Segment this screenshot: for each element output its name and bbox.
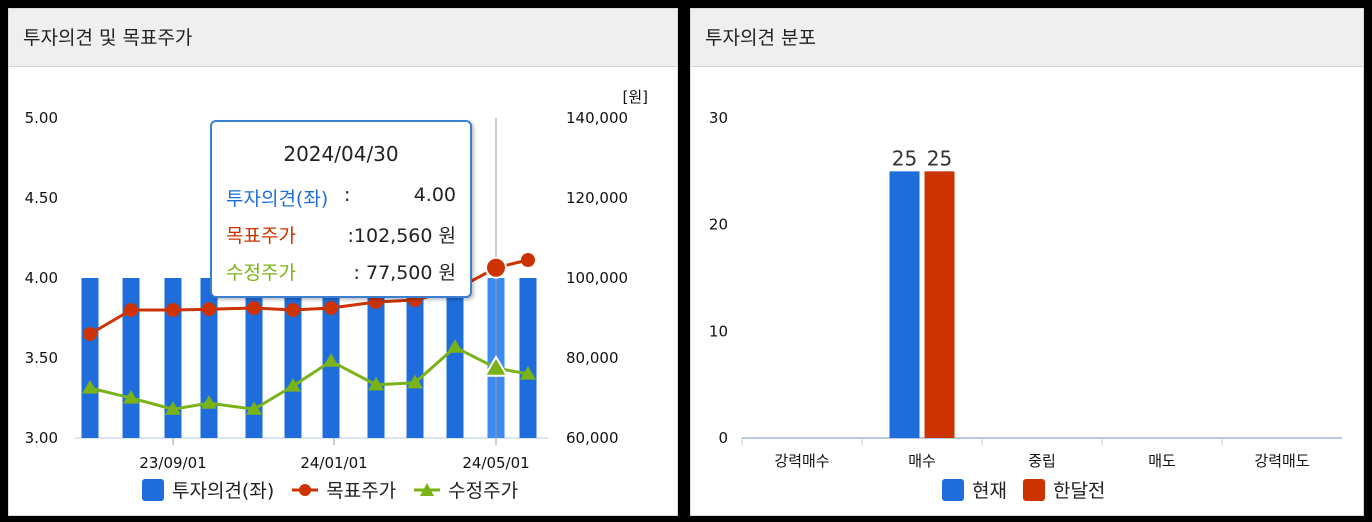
- legend-item-current[interactable]: 현재: [942, 476, 1007, 503]
- opinion-distribution-panel: 투자의견 분포: [690, 8, 1364, 516]
- opinion-target-panel: 투자의견 및 목표주가: [8, 8, 678, 516]
- opinion-bar: [284, 278, 302, 438]
- adjusted-price-point: [483, 355, 509, 377]
- target-price-point: [369, 295, 383, 309]
- opinion-bar: [122, 278, 140, 438]
- panel-header: 투자의견 및 목표주가: [9, 9, 677, 67]
- opinion-bar: [519, 278, 537, 438]
- panel-title: 투자의견 및 목표주가: [23, 27, 193, 49]
- right-legend: 현재 한달전: [942, 476, 1121, 503]
- target-price-point: [166, 303, 180, 317]
- y-right-tick-label: 120,000: [566, 189, 628, 207]
- y-left-tick-label: 3.00: [25, 429, 58, 447]
- y-left-tick-label: 4.00: [25, 269, 58, 287]
- target-price-point: [286, 303, 300, 317]
- adjusted-price-point: [82, 380, 98, 394]
- x-tick-label: 24/01/01: [300, 454, 367, 472]
- adjusted-price-point: [447, 339, 463, 353]
- opinion-bar: [81, 278, 99, 438]
- target-price-point: [324, 301, 338, 315]
- tooltip-adj-value: : 77,500 원: [353, 262, 456, 284]
- y-right-tick-label: 60,000: [566, 429, 619, 447]
- y-right-tick-label: 100,000: [566, 269, 628, 287]
- opinion-bar: [446, 278, 464, 438]
- x-tick-label: 24/05/01: [462, 454, 529, 472]
- y-unit-label: [원]: [622, 88, 648, 106]
- tooltip-opinion-value: 4.00: [413, 184, 456, 206]
- opinion-target-chart: 5.00 140,000 4.50 120,000 4.00 100,000 3.50 80,…: [25, 88, 648, 472]
- y-left-tick-label: 3.50: [25, 349, 58, 367]
- target-price-point: [521, 253, 535, 267]
- legend-swatch-opinion: [142, 478, 164, 501]
- legend-label-current: 현재: [972, 480, 1007, 502]
- adjusted-price-line: [89, 345, 529, 411]
- legend-label-prev-month: 한달전: [1052, 480, 1106, 502]
- tooltip-opinion-label: 투자의견(좌): [226, 188, 329, 210]
- adjusted-price-point: [368, 376, 384, 391]
- panel-header: 투자의견 분포: [691, 9, 1363, 67]
- legend-label-target: 목표주가: [326, 480, 397, 502]
- adjusted-price-point: [165, 401, 181, 415]
- adjusted-price-point: [323, 353, 339, 367]
- target-price-point: [485, 256, 507, 279]
- left-legend: 투자의견(좌) 목표주가 수정주가: [142, 476, 534, 503]
- adjusted-price-point: [201, 395, 217, 409]
- tooltip-date: 2024/04/30: [283, 142, 399, 166]
- legend-marker-target: [292, 483, 319, 496]
- tooltip-target-label: 목표주가: [226, 225, 296, 247]
- x-tick-label: 23/09/01: [139, 454, 206, 472]
- target-price-point: [124, 303, 138, 317]
- opinion-bar: [164, 278, 182, 438]
- y-left-tick-label: 4.50: [25, 189, 58, 207]
- opinion-bar: [245, 278, 263, 438]
- target-price-point: [202, 302, 216, 317]
- legend-label-adjusted: 수정주가: [448, 480, 519, 502]
- tooltip-target-value: :102,560 원: [347, 225, 457, 247]
- legend-item-prev-month[interactable]: 한달전: [1022, 476, 1106, 503]
- opinion-bar: [406, 278, 424, 438]
- adjusted-price-point: [246, 401, 262, 415]
- adjusted-price-point: [123, 390, 139, 404]
- tooltip-colon: :: [344, 184, 351, 206]
- adjusted-price-point: [407, 374, 423, 389]
- y-left-tick-label: 5.00: [25, 109, 58, 127]
- legend-swatch-current: [942, 478, 964, 501]
- chart-tooltip: 2024/04/30 투자의견(좌) 4.00 : 목표주가 :102,560 …: [210, 120, 472, 298]
- legend-swatch-prev-month: [1022, 478, 1045, 501]
- legend-item-adjusted[interactable]: 수정주가: [412, 476, 518, 503]
- legend-label-opinion: 투자의견(좌): [172, 480, 275, 502]
- adjusted-price-point: [520, 366, 536, 380]
- opinion-bar: [200, 278, 218, 438]
- target-price-point: [247, 301, 261, 315]
- panel-title: 투자의견 분포: [705, 27, 816, 49]
- y-right-tick-label: 80,000: [566, 349, 619, 367]
- legend-item-target[interactable]: 목표주가: [290, 476, 396, 503]
- legend-item-opinion[interactable]: 투자의견(좌): [142, 476, 274, 503]
- legend-marker-adjusted: [414, 482, 441, 496]
- opinion-bar: [367, 278, 385, 438]
- y-right-tick-label: 140,000: [566, 109, 628, 127]
- target-price-point: [83, 327, 97, 341]
- tooltip-adj-label: 수정주가: [226, 262, 296, 284]
- adjusted-price-point: [285, 378, 301, 392]
